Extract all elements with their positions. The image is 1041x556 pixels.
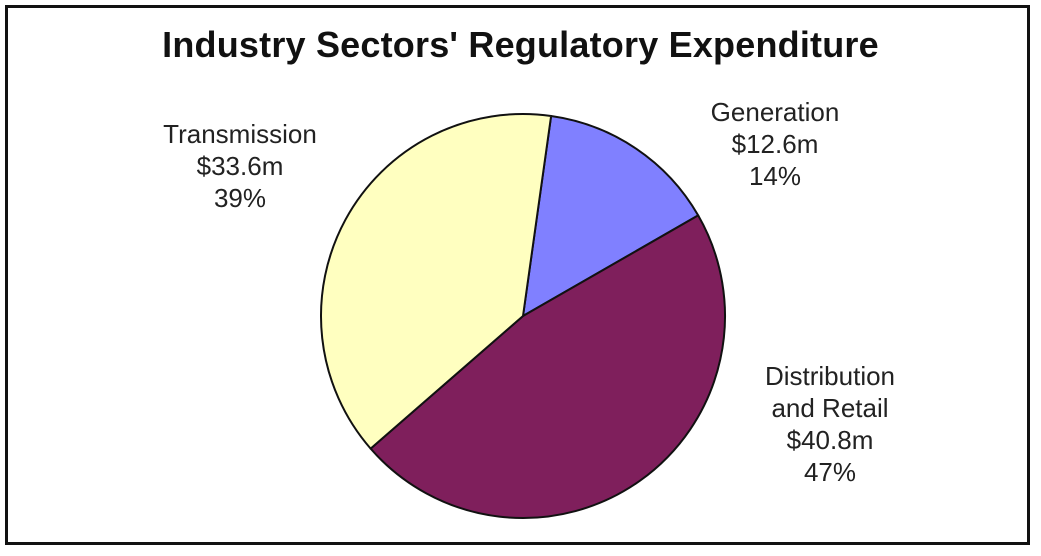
slice-percent-generation: 14% — [748, 161, 802, 191]
slice-amount-transmission: $33.6m — [196, 151, 284, 181]
pie-slices — [320, 113, 727, 519]
pie-slice-transmission — [320, 113, 553, 450]
slice-label-distribution-and-retail: Distribution and Retail $40.8m 47% — [740, 360, 920, 488]
slice-amount-generation: $12.6m — [731, 129, 819, 159]
pie-slice-distribution-and-retail — [369, 214, 727, 519]
slice-name-generation: Generation — [710, 97, 840, 127]
chart-title: Industry Sectors' Regulatory Expenditure — [162, 24, 879, 65]
slice-name-distribution-line2: and Retail — [771, 393, 889, 423]
slice-amount-distribution-and-retail: $40.8m — [786, 425, 874, 455]
slice-name-distribution-line1: Distribution — [764, 361, 896, 391]
pie-slice-generation — [522, 114, 700, 317]
slice-label-transmission: Transmission $33.6m 39% — [140, 118, 340, 214]
slice-percent-transmission: 39% — [213, 183, 267, 213]
slice-label-generation: Generation $12.6m 14% — [700, 96, 850, 192]
slice-name-transmission: Transmission — [163, 119, 317, 149]
slice-percent-distribution-and-retail: 47% — [803, 457, 857, 487]
